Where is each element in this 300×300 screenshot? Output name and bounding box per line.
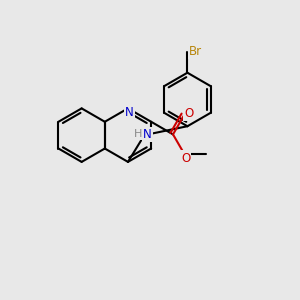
Text: O: O [181, 152, 190, 165]
Text: H: H [134, 129, 142, 139]
Text: Br: Br [189, 45, 202, 58]
Text: N: N [143, 128, 152, 141]
Text: N: N [125, 106, 134, 119]
Text: O: O [184, 107, 193, 120]
